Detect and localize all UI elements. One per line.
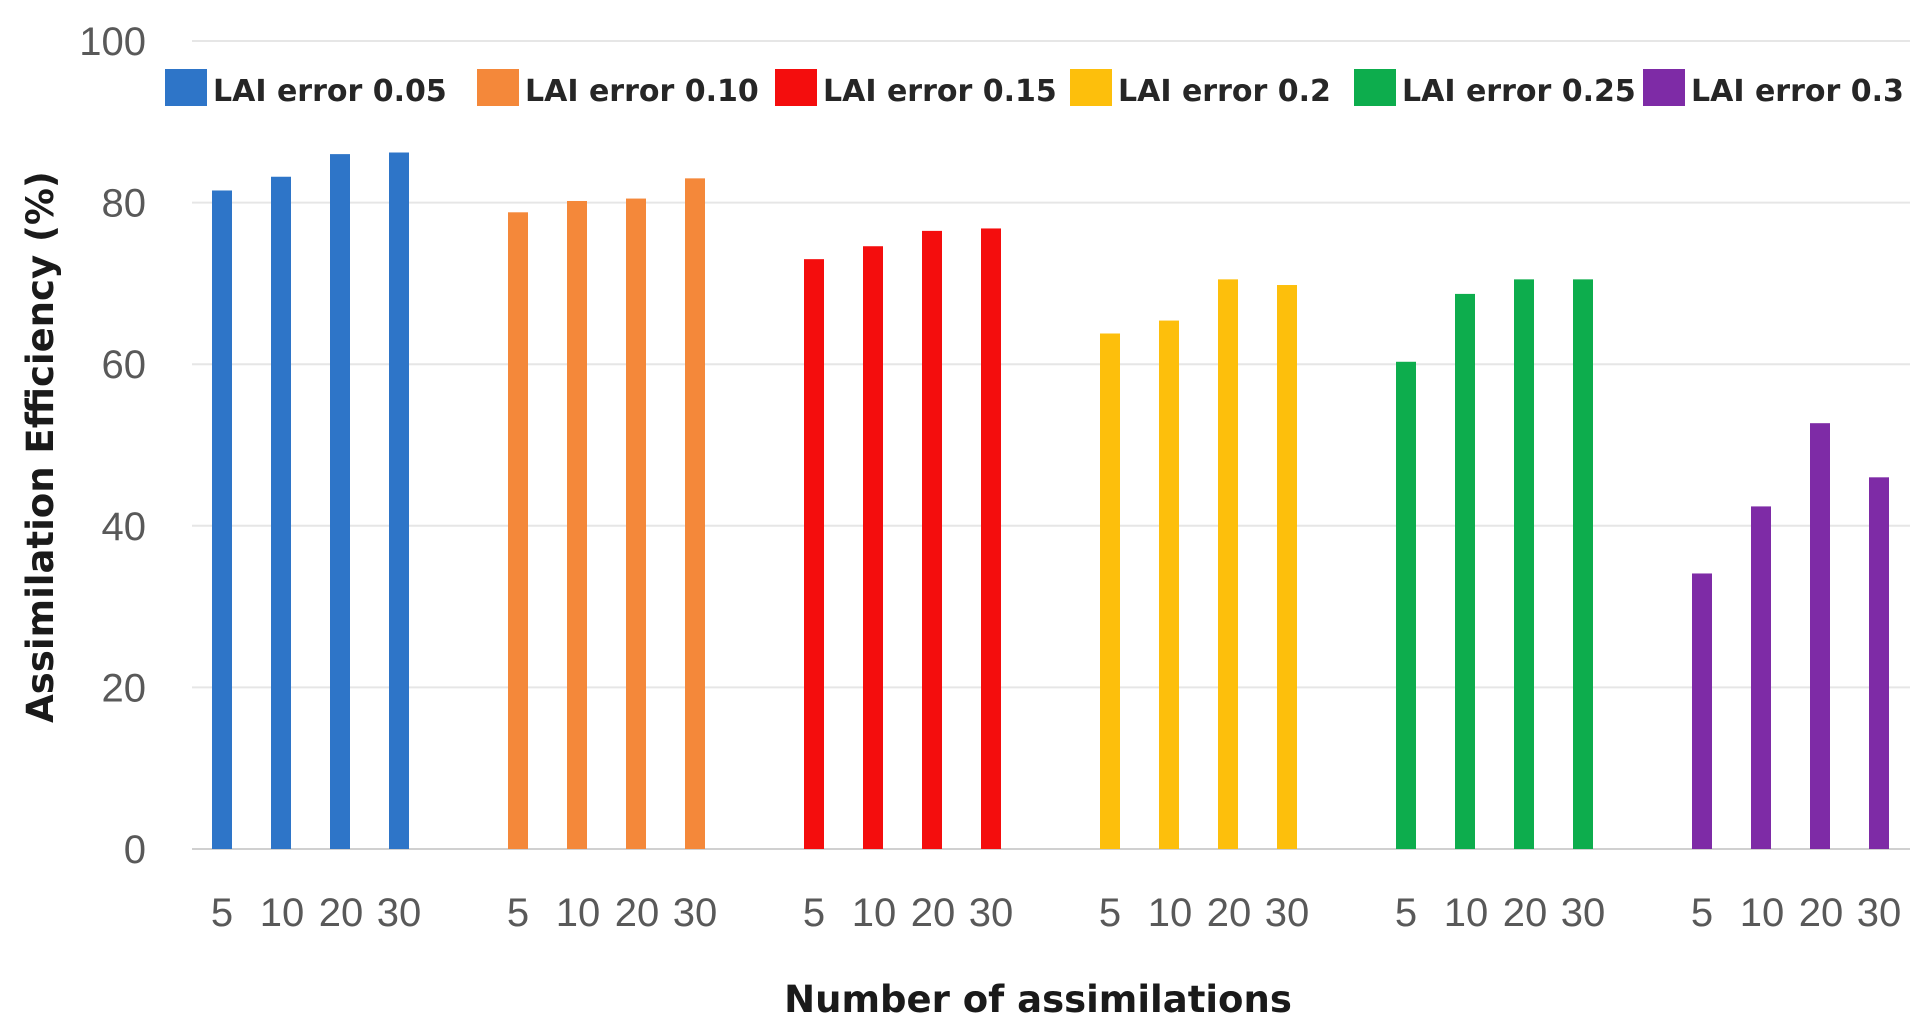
bar-series0-cat30 bbox=[389, 152, 409, 849]
legend-swatch-2 bbox=[775, 69, 817, 106]
x-tick-label-group4-30: 30 bbox=[1561, 891, 1606, 935]
bar-series2-cat30 bbox=[981, 228, 1001, 849]
bar-series0-cat20 bbox=[330, 154, 350, 849]
bar-series5-cat5 bbox=[1692, 573, 1712, 849]
x-tick-label-group3-10: 10 bbox=[1148, 891, 1193, 935]
bar-series3-cat30 bbox=[1277, 285, 1297, 849]
bar-series4-cat20 bbox=[1514, 279, 1534, 849]
bar-series4-cat5 bbox=[1396, 361, 1416, 849]
x-tick-label-group1-10: 10 bbox=[556, 891, 601, 935]
x-tick-label-group0-10: 10 bbox=[260, 891, 305, 935]
legend-label-1: LAI error 0.10 bbox=[525, 74, 759, 109]
x-tick-label-group3-20: 20 bbox=[1207, 891, 1252, 935]
x-tick-label-group2-5: 5 bbox=[803, 891, 825, 935]
x-tick-label-group0-5: 5 bbox=[211, 891, 233, 935]
x-tick-label-group5-10: 10 bbox=[1740, 891, 1785, 935]
y-tick-label-40: 40 bbox=[102, 505, 147, 549]
bar-series2-cat5 bbox=[804, 259, 824, 849]
bar-series3-cat20 bbox=[1218, 279, 1238, 849]
y-tick-label-0: 0 bbox=[124, 828, 146, 872]
x-axis-ticks: 5 10 20 30 5 10 20 30 5 10 20 30 5 10 20 30 5 10 20 30 5 10 20… bbox=[211, 891, 1901, 935]
legend-swatch-3 bbox=[1070, 69, 1112, 106]
x-tick-label-group0-20: 20 bbox=[319, 891, 364, 935]
bar-series4-cat10 bbox=[1455, 293, 1475, 849]
y-tick-label-100: 100 bbox=[79, 20, 146, 64]
bar-series5-cat10 bbox=[1751, 506, 1771, 849]
x-tick-label-group1-30: 30 bbox=[673, 891, 718, 935]
bar-series0-cat10 bbox=[271, 176, 291, 849]
bars bbox=[212, 152, 1889, 850]
y-tick-label-20: 20 bbox=[102, 666, 147, 710]
y-tick-label-60: 60 bbox=[102, 343, 147, 387]
bar-series4-cat30 bbox=[1573, 279, 1593, 849]
x-tick-label-group5-20: 20 bbox=[1799, 891, 1844, 935]
x-tick-label-group4-10: 10 bbox=[1444, 891, 1489, 935]
x-tick-label-group1-5: 5 bbox=[507, 891, 529, 935]
y-axis-title: Assimilation Efficiency (%) bbox=[19, 171, 62, 723]
x-tick-label-group2-10: 10 bbox=[852, 891, 897, 935]
bar-series0-cat5 bbox=[212, 190, 232, 850]
x-tick-label-group5-5: 5 bbox=[1691, 891, 1713, 935]
x-tick-label-group3-30: 30 bbox=[1265, 891, 1310, 935]
x-axis-title: Number of assimilations bbox=[784, 978, 1292, 1021]
legend-label-3: LAI error 0.2 bbox=[1118, 74, 1331, 109]
bar-series1-cat20 bbox=[626, 198, 646, 849]
legend-swatch-4 bbox=[1354, 69, 1396, 106]
y-tick-label-80: 80 bbox=[102, 182, 147, 226]
bar-series5-cat20 bbox=[1810, 423, 1830, 849]
legend-label-5: LAI error 0.3 bbox=[1691, 74, 1904, 109]
x-tick-label-group2-20: 20 bbox=[911, 891, 956, 935]
x-tick-label-group3-5: 5 bbox=[1099, 891, 1121, 935]
bar-series2-cat10 bbox=[863, 246, 883, 849]
x-tick-label-group5-30: 30 bbox=[1857, 891, 1902, 935]
bar-series2-cat20 bbox=[922, 230, 942, 849]
x-tick-label-group0-30: 30 bbox=[377, 891, 422, 935]
legend-swatch-1 bbox=[477, 69, 519, 106]
bar-series1-cat5 bbox=[508, 212, 528, 849]
bar-series1-cat30 bbox=[685, 178, 705, 850]
x-tick-label-group2-30: 30 bbox=[969, 891, 1014, 935]
legend-swatch-0 bbox=[165, 69, 207, 106]
legend-label-2: LAI error 0.15 bbox=[823, 74, 1057, 109]
x-tick-label-group4-5: 5 bbox=[1395, 891, 1417, 935]
bar-series3-cat5 bbox=[1100, 333, 1120, 850]
bar-series5-cat30 bbox=[1869, 477, 1889, 849]
y-axis-ticks: 0 20 40 60 80 100 bbox=[79, 20, 146, 872]
x-tick-label-group1-20: 20 bbox=[615, 891, 660, 935]
x-tick-label-group4-20: 20 bbox=[1503, 891, 1548, 935]
legend-label-0: LAI error 0.05 bbox=[213, 74, 447, 109]
bar-series3-cat10 bbox=[1159, 320, 1179, 849]
gridlines bbox=[192, 40, 1910, 850]
legend-swatch-5 bbox=[1643, 69, 1685, 106]
legend: LAI error 0.05 LAI error 0.10 LAI error 0.… bbox=[165, 69, 1904, 109]
legend-label-4: LAI error 0.25 bbox=[1402, 74, 1636, 109]
bar-series1-cat10 bbox=[567, 200, 587, 849]
